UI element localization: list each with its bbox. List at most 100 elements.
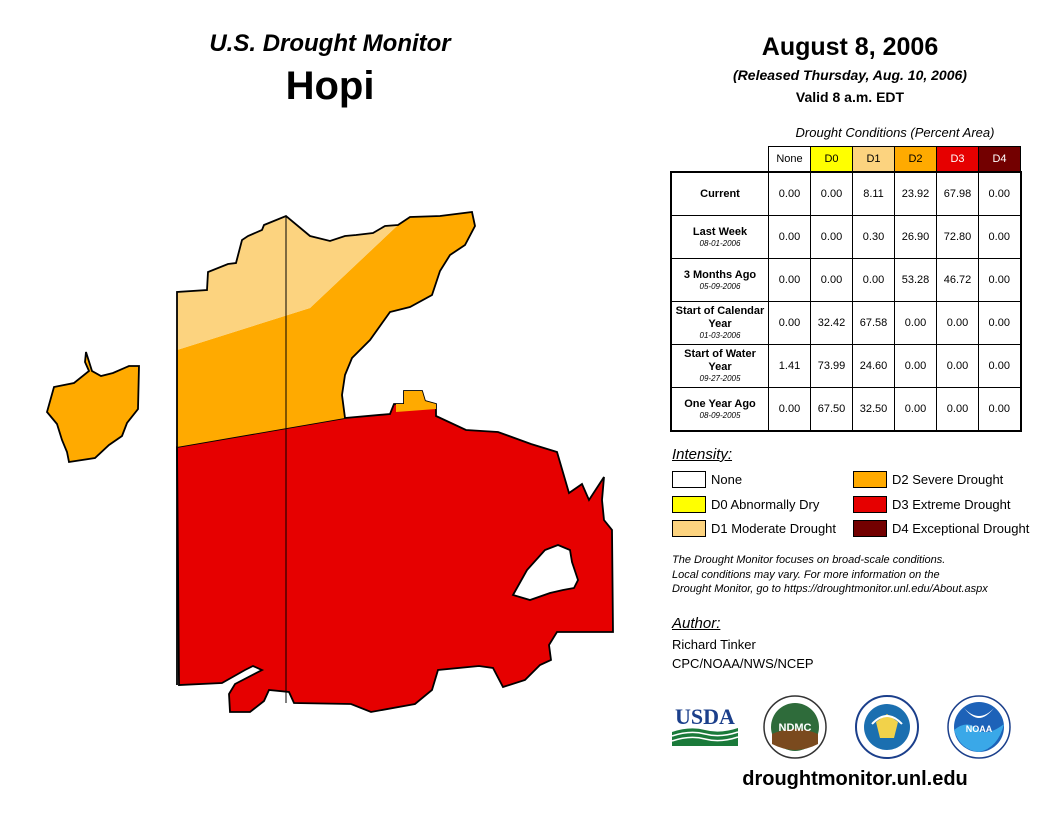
row-date: 08-09-2005 xyxy=(699,410,741,420)
legend-label-d0: D0 Abnormally Dry xyxy=(711,497,820,512)
row-label-text: One Year Ago xyxy=(684,397,756,410)
noaa-logo: NOAA xyxy=(947,695,1011,759)
legend-item-d3: D3 Extreme Drought xyxy=(853,496,1011,513)
author-title: Author: xyxy=(672,615,721,632)
row-label-text: Current xyxy=(700,187,740,200)
valid-time: Valid 8 a.m. EDT xyxy=(795,89,905,105)
cell-value: 0.00 xyxy=(768,171,811,216)
monitor-title: U.S. Drought Monitor xyxy=(209,30,451,57)
row-label: Start of Water Year 09-27-2005 xyxy=(670,344,769,388)
table-corner xyxy=(671,147,769,173)
cell-value: 26.90 xyxy=(894,215,937,259)
cell-value: 67.98 xyxy=(936,171,979,216)
legend-label-d2: D2 Severe Drought xyxy=(892,472,1004,487)
cell-value: 0.00 xyxy=(894,387,937,432)
drought-map xyxy=(46,211,614,713)
note-line-3: Drought Monitor, go to https://droughtmo… xyxy=(672,583,988,595)
col-d3: D3 xyxy=(936,146,979,173)
disclaimer-note: The Drought Monitor focuses on broad-sca… xyxy=(672,553,1052,597)
cell-value: 0.00 xyxy=(978,215,1022,259)
cell-value: 0.00 xyxy=(936,344,979,388)
cell-value: 0.00 xyxy=(768,387,811,432)
map-outline xyxy=(176,211,476,685)
cell-value: 23.92 xyxy=(894,171,937,216)
ndmc-logo-text: NDMC xyxy=(779,722,812,734)
map-region-d2 xyxy=(177,212,475,447)
noaa-logo-text: NOAA xyxy=(966,724,993,734)
cell-value: 0.00 xyxy=(810,171,853,216)
cell-value: 0.00 xyxy=(978,301,1022,345)
col-none: None xyxy=(768,146,811,173)
row-date: 05-09-2006 xyxy=(699,281,741,291)
row-label: Last Week 08-01-2006 xyxy=(670,215,769,259)
legend-item-none: None xyxy=(672,471,742,488)
col-d1: D1 xyxy=(852,146,895,173)
author-org: CPC/NOAA/NWS/NCEP xyxy=(672,656,814,671)
author-name: Richard Tinker xyxy=(672,637,756,652)
row-label: One Year Ago 08-09-2005 xyxy=(670,387,769,432)
row-label-text: 3 Months Ago xyxy=(683,268,757,281)
table-row: One Year Ago 08-09-2005 0.00 67.50 32.50 0.00… xyxy=(670,387,1022,432)
row-date: 09-27-2005 xyxy=(699,374,741,383)
legend-swatch-d3 xyxy=(853,496,887,513)
table-row: Last Week 08-01-2006 0.00 0.00 0.30 26.90 72.8… xyxy=(670,215,1022,259)
row-label: 3 Months Ago 05-09-2006 xyxy=(670,258,769,302)
legend-title: Intensity: xyxy=(672,446,733,463)
cell-value: 0.00 xyxy=(978,171,1022,216)
col-d4: D4 xyxy=(978,146,1021,173)
row-label-text: Last Week xyxy=(692,225,748,238)
map-date: August 8, 2006 xyxy=(761,33,939,61)
legend-swatch-d1 xyxy=(672,520,706,537)
conditions-table: None D0 D1 D2 D3 D4 Current 0.00 0.00 8.11 2… xyxy=(670,146,1022,432)
legend-swatch-d2 xyxy=(853,471,887,488)
map-hole xyxy=(511,544,579,601)
row-label-text: Start of Calendar Year xyxy=(675,305,765,330)
table-row: Current 0.00 0.00 8.11 23.92 67.98 0.00 xyxy=(670,171,1022,216)
legend-item-d1: D1 Moderate Drought xyxy=(672,520,836,537)
website-link[interactable]: droughtmonitor.unl.edu xyxy=(742,768,968,790)
map-region-west-d2 xyxy=(46,351,140,464)
table-row: 3 Months Ago 05-09-2006 0.00 0.00 0.00 53.28 4… xyxy=(670,258,1022,302)
cell-value: 0.00 xyxy=(978,387,1022,432)
map-region-d1 xyxy=(177,216,398,350)
row-label: Start of Calendar Year 01-03-2006 xyxy=(670,301,769,345)
cell-value: 0.00 xyxy=(810,215,853,259)
cell-value: 0.00 xyxy=(768,215,811,259)
cell-value: 0.00 xyxy=(852,258,895,302)
release-date: (Released Thursday, Aug. 10, 2006) xyxy=(733,67,967,83)
col-d2: D2 xyxy=(894,146,937,173)
legend-item-d4: D4 Exceptional Drought xyxy=(853,520,1029,537)
cell-value: 0.30 xyxy=(852,215,895,259)
ndmc-logo: NDMC xyxy=(763,695,827,759)
cell-value: 0.00 xyxy=(978,344,1022,388)
row-label-text: Start of Water Year xyxy=(684,348,756,373)
cell-value: 46.72 xyxy=(936,258,979,302)
legend-swatch-none xyxy=(672,471,706,488)
legend-swatch-d0 xyxy=(672,496,706,513)
conditions-caption: Drought Conditions (Percent Area) xyxy=(795,125,995,140)
legend-label-d1: D1 Moderate Drought xyxy=(711,521,837,536)
cell-value: 0.00 xyxy=(894,344,937,388)
legend-label-d3: D3 Extreme Drought xyxy=(892,497,1011,512)
table-row: Start of Calendar Year 01-03-2006 0.00 32.4… xyxy=(670,301,1022,345)
row-date: 08-01-2006 xyxy=(699,238,741,248)
cell-value: 32.50 xyxy=(852,387,895,432)
commerce-seal-logo xyxy=(855,695,919,759)
cell-value: 0.00 xyxy=(768,258,811,302)
cell-value: 0.00 xyxy=(978,258,1022,302)
cell-value: 72.80 xyxy=(936,215,979,259)
note-line-2: Local conditions may vary. For more info… xyxy=(672,568,940,581)
cell-value: 73.99 xyxy=(810,344,853,388)
cell-value: 67.58 xyxy=(852,301,895,345)
legend-item-d2: D2 Severe Drought xyxy=(853,471,1003,488)
cell-value: 32.42 xyxy=(810,301,853,345)
map-region-d2-tab xyxy=(396,391,436,412)
cell-value: 0.00 xyxy=(936,387,979,432)
legend-label-d4: D4 Exceptional Drought xyxy=(892,521,1030,536)
table-header-row: None D0 D1 D2 D3 D4 xyxy=(671,146,1021,173)
row-label: Current xyxy=(670,171,769,216)
cell-value: 0.00 xyxy=(768,301,811,345)
usda-logo: USDA xyxy=(671,704,739,746)
legend-swatch-d4 xyxy=(853,520,887,537)
cell-value: 8.11 xyxy=(852,171,895,216)
